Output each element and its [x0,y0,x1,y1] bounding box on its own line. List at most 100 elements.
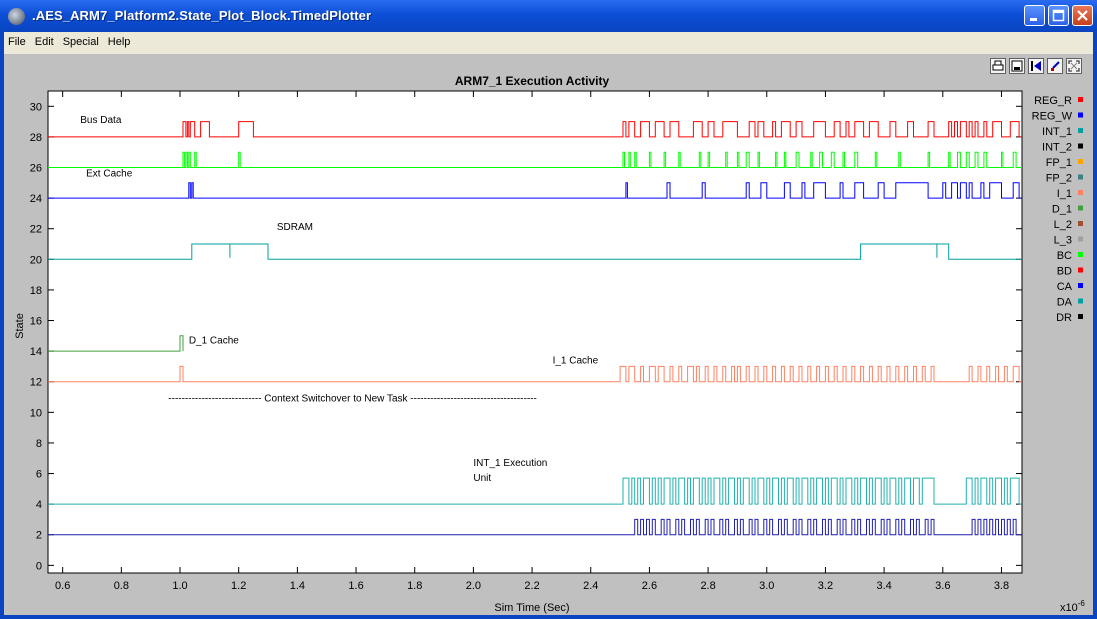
print-button[interactable] [990,58,1006,74]
save-icon [1011,60,1023,72]
maximize-icon [1052,9,1065,22]
minimize-button[interactable] [1024,5,1045,26]
window-title: .AES_ARM7_Platform2.State_Plot_Block.Tim… [32,8,372,23]
legend-label: DR [1056,312,1072,324]
title-bar: .AES_ARM7_Platform2.State_Plot_Block.Tim… [0,0,1097,32]
chart-annotation: SDRAM [277,222,313,233]
chart-annotation: INT_1 Execution [473,458,547,469]
menu-help[interactable]: Help [107,36,131,48]
legend-swatch [1078,283,1083,288]
marker-button[interactable] [1047,58,1063,74]
x-tick-label: 0.6 [55,580,70,592]
menu-file[interactable]: File [8,36,26,48]
series-d-1-line [48,335,184,352]
chart-annotation: I_1 Cache [553,355,599,366]
legend-label: REG_W [1032,111,1073,123]
y-tick-label: 10 [30,407,42,419]
y-tick-label: 26 [30,163,42,175]
x-tick-label: 1.4 [290,580,305,592]
maximize-button[interactable] [1048,5,1069,26]
chart-annotation: Ext Cache [86,169,133,180]
window-border-right [1093,32,1097,619]
x-tick-label: 3.0 [759,580,774,592]
y-tick-label: 8 [36,438,42,450]
chart-annotation: Unit [473,473,491,484]
series-da-line [48,243,1022,260]
fit-icon [1068,60,1080,72]
x-tick-label: 2.8 [700,580,715,592]
x-scale-base: x10 [1060,602,1078,614]
close-button[interactable] [1072,5,1093,26]
y-tick-label: 0 [36,560,42,572]
window-border-left [0,32,4,619]
x-scale-label: x10-6 [1060,599,1085,614]
x-tick-label: 2.6 [642,580,657,592]
series-int-1-line [48,477,1022,505]
x-tick-label: 2.4 [583,580,598,592]
legend-swatch [1078,236,1083,242]
series-ca-line [48,182,1022,199]
menu-edit[interactable]: Edit [34,36,54,48]
legend-swatch [1078,267,1083,273]
x-tick-label: 3.4 [876,580,891,592]
x-tick-label: 2.0 [466,580,481,592]
legend-label: D_1 [1052,204,1072,216]
x-tick-label: 3.8 [994,580,1009,592]
legend-swatch [1078,128,1083,133]
chart-annotation: D_1 Cache [189,335,239,346]
legend-label: INT_1 [1042,126,1072,138]
y-tick-label: 2 [36,530,42,542]
y-tick-label: 6 [36,469,42,481]
legend-swatch [1078,252,1083,257]
close-icon [1077,10,1088,21]
save-button[interactable] [1009,58,1025,74]
x-scale-exponent: -6 [1078,599,1086,608]
y-axis-label: State [14,313,26,339]
y-tick-label: 12 [30,377,42,389]
series-i-1-line [48,365,1022,383]
series-bc-line [48,151,1022,168]
x-tick-label: 2.2 [524,580,539,592]
series-int-2-line [48,518,1022,536]
legend-label: REG_R [1034,95,1072,107]
legend-label: FP_1 [1046,157,1072,169]
legend-label: CA [1057,281,1073,293]
legend-swatch [1078,159,1083,164]
x-tick-label: 0.8 [114,580,129,592]
legend-label: I_1 [1057,188,1072,200]
series-bd-line [48,121,1022,138]
chart-annotation: ---------------------------- Context Swi… [168,394,537,405]
app-icon[interactable] [8,8,25,25]
minimize-icon [1030,18,1037,21]
legend-label: BD [1057,266,1072,278]
annotations: Bus Data Ext Cache SDRAM D_1 Cache I_1 Cache… [80,115,598,484]
legend-swatch [1078,314,1083,319]
legend-label: INT_2 [1042,142,1072,154]
x-tick-label: 1.8 [407,580,422,592]
legend-label: BC [1057,250,1072,262]
fit-button[interactable] [1066,58,1082,74]
menu-special[interactable]: Special [62,36,99,48]
legend: REG_R REG_W INT_1 INT_2 FP_1 FP_2 I_1 D_1 L_2 L_3… [1032,95,1083,324]
menu-bar: File Edit Special Help [4,32,1093,54]
legend-swatch [1078,174,1083,180]
x-tick-label: 3.6 [935,580,950,592]
rewind-button[interactable] [1028,58,1044,74]
legend-swatch [1078,190,1083,195]
print-icon [992,60,1004,71]
legend-label: FP_2 [1046,173,1072,185]
rewind-icon [1031,61,1041,71]
y-tick-label: 4 [36,499,42,511]
legend-label: L_3 [1054,235,1072,247]
y-tick-label: 22 [30,224,42,236]
legend-swatch [1078,298,1083,304]
legend-label: L_2 [1054,219,1072,231]
window-border-bottom [0,615,1097,619]
plot-area [47,90,1023,574]
x-axis-label: Sim Time (Sec) [494,602,569,614]
y-tick-label: 18 [30,285,42,297]
y-tick-label: 16 [30,316,42,328]
chart-annotation: Bus Data [80,115,122,126]
